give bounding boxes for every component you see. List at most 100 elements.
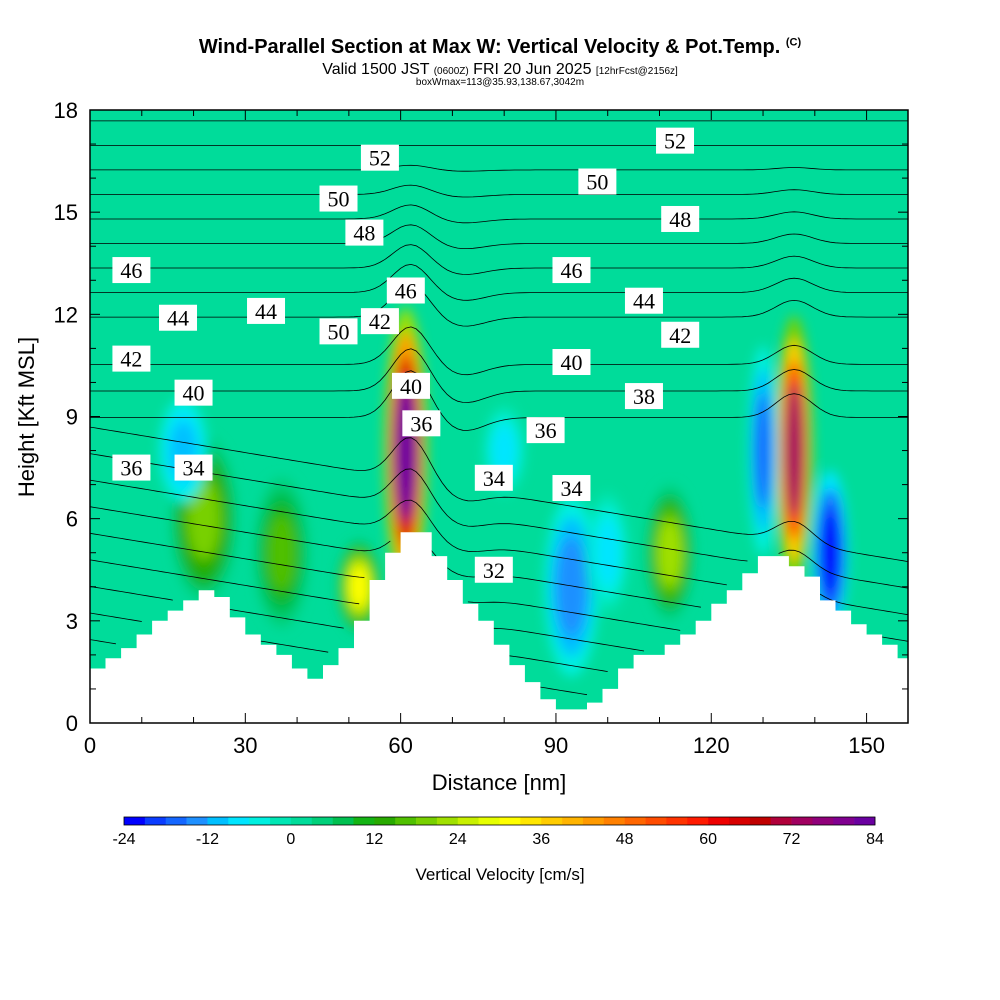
contour-label-text: 34 — [560, 476, 582, 501]
x-tick-label: 120 — [693, 733, 730, 758]
colorbar-swatch — [144, 817, 167, 825]
contour-label-text: 40 — [560, 350, 582, 375]
colorbar: -24 -12 0 12 24 36 48 60 72 84 — [112, 816, 884, 848]
colorbar-tick-label: 0 — [286, 831, 295, 848]
updraft-core — [187, 477, 221, 560]
valid-date: FRI 20 Jun 2025 — [473, 61, 592, 78]
y-tick-label: 9 — [66, 405, 78, 430]
colorbar-tick-label: -12 — [196, 831, 219, 848]
updraft-core — [268, 515, 296, 591]
colorbar-swatch — [478, 817, 500, 825]
contour-label-text: 34 — [183, 456, 205, 481]
y-tick-label: 15 — [54, 200, 78, 225]
colorbar-swatch — [395, 817, 417, 825]
contour-label: 50 — [578, 168, 617, 195]
colorbar-swatch — [249, 817, 271, 825]
terrain — [90, 532, 908, 724]
colorbar-swatch — [311, 817, 333, 825]
downdraft-core — [492, 425, 516, 476]
contour-label-text: 36 — [120, 456, 142, 481]
contour-label-text: 40 — [183, 381, 205, 406]
x-tick-label: 30 — [233, 733, 257, 758]
x-tick-label: 60 — [388, 733, 412, 758]
chart-title: Wind-Parallel Section at Max W: Vertical… — [0, 36, 1000, 59]
contour-label: 42 — [112, 345, 151, 372]
contour-label: 46 — [112, 257, 151, 284]
contour-label-text: 44 — [633, 289, 655, 314]
colorbar-swatch — [582, 817, 605, 825]
x-tick-label: 0 — [84, 733, 96, 758]
contour-label: 40 — [552, 349, 591, 376]
colorbar-swatch — [749, 817, 771, 825]
theta-contour — [90, 244, 908, 275]
contour-label: 40 — [174, 379, 213, 406]
contour-label-text: 36 — [535, 418, 557, 443]
y-axis-label: Height [Kft MSL] — [14, 337, 39, 497]
theta-contour — [90, 426, 908, 562]
y-tick-label: 3 — [66, 609, 78, 634]
colorbar-swatch — [207, 817, 229, 825]
contour-label-text: 36 — [410, 411, 432, 436]
downdraft-core — [820, 506, 841, 599]
colorbar-swatch — [436, 817, 459, 825]
contour-label: 34 — [474, 464, 513, 491]
colorbar-swatch — [290, 817, 313, 825]
colorbar-swatch — [353, 817, 375, 825]
y-tick-label: 0 — [66, 711, 78, 736]
theta-contour — [90, 263, 908, 301]
colorbar-swatch — [541, 817, 563, 825]
contour-label-text: 42 — [669, 323, 691, 348]
forecast-info: [12hrFcst@2156z] — [595, 66, 678, 77]
colorbar-swatch — [228, 817, 250, 825]
colorbar-swatch — [416, 817, 438, 825]
theta-contour — [90, 586, 608, 672]
colorbar-swatch — [854, 817, 876, 825]
contour-label-text: 40 — [400, 374, 422, 399]
colorbar-swatch — [770, 817, 792, 825]
theta-contour — [90, 283, 908, 327]
valid-utc: (0600Z) — [433, 66, 469, 77]
contour-label: 52 — [656, 127, 695, 154]
contour-label: 44 — [247, 297, 286, 324]
contour-label-text: 52 — [369, 146, 391, 171]
contour-label: 36 — [526, 417, 565, 444]
contour-label-text: 42 — [120, 347, 142, 372]
colorbar-frame — [123, 816, 876, 826]
colorbar-tick-label: 84 — [866, 831, 884, 848]
downdraft-core — [596, 519, 620, 587]
x-tick-label: 90 — [544, 733, 568, 758]
downdraft-core — [556, 536, 587, 637]
colorbar-swatch — [499, 817, 521, 825]
theta-contour — [90, 164, 908, 172]
y-tick-label: 6 — [66, 507, 78, 532]
contour-label-text: 34 — [483, 466, 505, 491]
colorbar-swatch — [270, 817, 292, 825]
contour-label: 48 — [661, 205, 700, 232]
theta-contour — [90, 224, 908, 249]
contour-label: 40 — [391, 372, 430, 399]
colorbar-swatch — [520, 817, 542, 825]
y-tick-label: 12 — [54, 302, 78, 327]
contour-label-text: 50 — [328, 319, 350, 344]
theta-contour — [90, 370, 908, 431]
colorbar-tick-label: 60 — [699, 831, 717, 848]
contour-label: 50 — [319, 318, 358, 345]
contour-label: 34 — [552, 475, 591, 502]
contour-label-text: 50 — [328, 187, 350, 212]
colorbar-swatch — [708, 817, 730, 825]
colorbar-swatch — [728, 817, 751, 825]
theta-contour — [90, 612, 588, 696]
colorbar-label: Vertical Velocity [cm/s] — [415, 865, 584, 884]
contour-label: 44 — [624, 287, 663, 314]
contour-label: 50 — [319, 185, 358, 212]
colorbar-swatch — [645, 817, 667, 825]
contour-label-text: 44 — [167, 306, 189, 331]
colorbar-swatch — [791, 817, 813, 825]
colorbar-swatch — [562, 817, 584, 825]
updraft-core — [657, 518, 682, 587]
contour-label-text: 48 — [353, 221, 375, 246]
colorbar-tick-label: -24 — [112, 831, 135, 848]
valid-time: Valid 1500 JST — [322, 61, 430, 78]
